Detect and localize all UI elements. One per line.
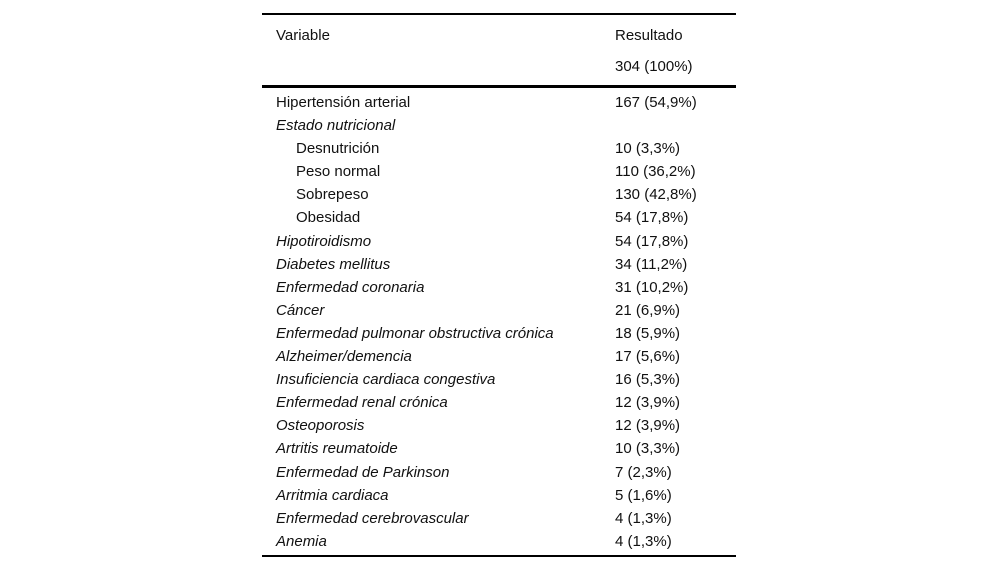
table-row: Desnutrición 10 (3,3%): [262, 137, 736, 160]
table-row: Enfermedad renal crónica 12 (3,9%): [262, 391, 736, 414]
header-result-total: 304 (100%): [615, 58, 693, 75]
row-value: 10 (3,3%): [615, 140, 681, 158]
row-label: Enfermedad coronaria: [276, 278, 425, 296]
table-body: Hipertensión arterial 167 (54,9%) Estado n…: [262, 88, 736, 557]
row-label: Insuficiencia cardiaca congestiva: [276, 371, 496, 389]
row-label: Enfermedad pulmonar obstructiva crónica: [276, 324, 554, 342]
table-row: Enfermedad de Parkinson 7 (2,3%): [262, 461, 736, 484]
table-row: Anemia 4 (1,3%): [262, 530, 736, 553]
row-value: 12 (3,9%): [615, 417, 681, 435]
header-empty-cell: [262, 55, 615, 78]
table-row: Alzheimer/demencia 17 (5,6%): [262, 345, 736, 368]
header-result-label: Resultado: [615, 27, 683, 44]
table-header-row: Variable Resultado: [262, 24, 736, 47]
table-row: Estado nutricional: [262, 114, 736, 137]
row-label: Diabetes mellitus: [276, 255, 391, 273]
table-row: Osteoporosis 12 (3,9%): [262, 414, 736, 437]
table-row: Peso normal 110 (36,2%): [262, 160, 736, 183]
table-row: Enfermedad cerebrovascular 4 (1,3%): [262, 507, 736, 530]
row-value: 31 (10,2%): [615, 278, 689, 296]
table-row: Hipertensión arterial 167 (54,9%): [262, 91, 736, 114]
row-label: Arritmia cardiaca: [276, 486, 389, 504]
table-row: Hipotiroidismo 54 (17,8%): [262, 230, 736, 253]
row-label: Artritis reumatoide: [276, 440, 398, 458]
table-row: Enfermedad coronaria 31 (10,2%): [262, 276, 736, 299]
row-label: Estado nutricional: [276, 117, 396, 135]
row-label: Obesidad: [296, 209, 361, 227]
table-row: Sobrepeso 130 (42,8%): [262, 183, 736, 206]
row-label: Sobrepeso: [296, 186, 369, 204]
table-row: Cáncer 21 (6,9%): [262, 299, 736, 322]
row-label: Desnutrición: [296, 140, 380, 158]
row-value: 18 (5,9%): [615, 324, 681, 342]
row-label: Osteoporosis: [276, 417, 365, 435]
table-header: Variable Resultado 304 (100%): [262, 13, 736, 88]
table-row: Insuficiencia cardiaca congestiva 16 (5,3…: [262, 368, 736, 391]
row-label: Anemia: [276, 532, 327, 550]
row-label: Enfermedad renal crónica: [276, 394, 448, 412]
row-value: 130 (42,8%): [615, 186, 697, 204]
row-label: Hipertensión arterial: [276, 94, 411, 111]
table-row: Artritis reumatoide 10 (3,3%): [262, 437, 736, 460]
row-value: 4 (1,3%): [615, 509, 672, 527]
row-label: Enfermedad cerebrovascular: [276, 509, 469, 527]
row-label: Peso normal: [296, 163, 381, 181]
table-row: Enfermedad pulmonar obstructiva crónica 1…: [262, 322, 736, 345]
row-label: Alzheimer/demencia: [276, 348, 412, 366]
table-row: Obesidad 54 (17,8%): [262, 206, 736, 229]
table-row: Arritmia cardiaca 5 (1,6%): [262, 484, 736, 507]
row-value: 5 (1,6%): [615, 486, 672, 504]
table-header-total-row: 304 (100%): [262, 55, 736, 78]
row-value: 34 (11,2%): [615, 255, 688, 273]
row-value: 4 (1,3%): [615, 532, 672, 550]
row-value: [615, 114, 736, 137]
row-value: 16 (5,3%): [615, 371, 681, 389]
row-value: 17 (5,6%): [615, 348, 681, 366]
row-value: 10 (3,3%): [615, 440, 681, 458]
row-value: 167 (54,9%): [615, 94, 697, 111]
header-variable-label: Variable: [276, 27, 330, 44]
row-value: 12 (3,9%): [615, 394, 681, 412]
row-value: 54 (17,8%): [615, 209, 689, 227]
table-row: Diabetes mellitus 34 (11,2%): [262, 253, 736, 276]
row-value: 110 (36,2%): [615, 163, 696, 181]
row-value: 21 (6,9%): [615, 301, 681, 319]
row-label: Cáncer: [276, 301, 325, 319]
row-label: Enfermedad de Parkinson: [276, 463, 450, 481]
row-value: 7 (2,3%): [615, 463, 672, 481]
comorbidity-table: Variable Resultado 304 (100%) Hipertensi…: [262, 13, 736, 557]
row-value: 54 (17,8%): [615, 232, 689, 250]
row-label: Hipotiroidismo: [276, 232, 372, 250]
